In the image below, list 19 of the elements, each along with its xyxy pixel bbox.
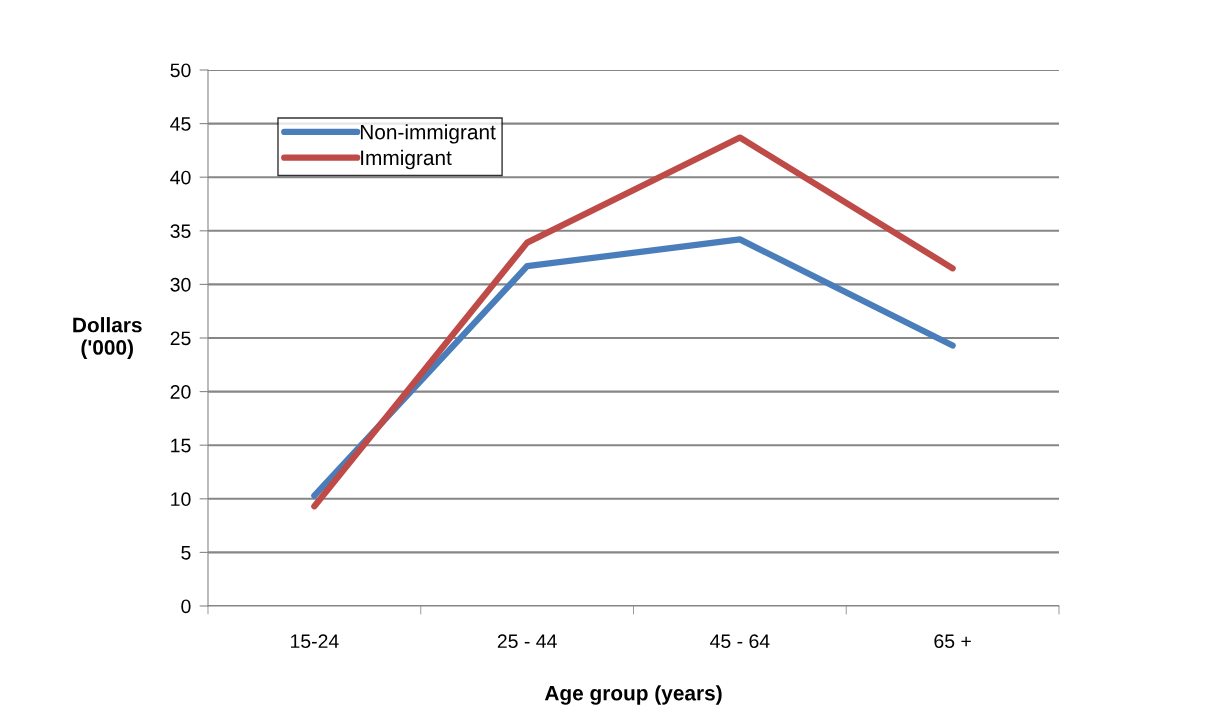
y-tick-label: 5 bbox=[181, 546, 191, 560]
y-axis-title: Dollars ('000) bbox=[73, 317, 142, 359]
y-tick-label: 40 bbox=[170, 170, 191, 185]
legend-label: Non-immigrant bbox=[360, 124, 496, 144]
y-tick-label: 50 bbox=[170, 63, 191, 78]
x-tick-label: 45 - 64 bbox=[710, 634, 770, 649]
y-tick-label: 30 bbox=[170, 277, 191, 292]
x-tick-label: 65 + bbox=[934, 634, 971, 649]
legend-label: Immigrant bbox=[361, 149, 452, 170]
x-axis-title: Age group (years) bbox=[544, 685, 722, 705]
x-tick-label: 15-24 bbox=[290, 634, 339, 649]
y-tick-label: 25 bbox=[170, 331, 191, 346]
y-tick-label: 0 bbox=[181, 599, 191, 614]
y-tick-label: 35 bbox=[170, 224, 191, 239]
y-tick-label: 15 bbox=[171, 438, 191, 453]
y-tick-label: 20 bbox=[170, 385, 191, 399]
y-tick-label: 10 bbox=[171, 492, 191, 507]
y-tick-label: 45 bbox=[170, 117, 191, 131]
x-tick-label: 25 - 44 bbox=[497, 634, 557, 649]
